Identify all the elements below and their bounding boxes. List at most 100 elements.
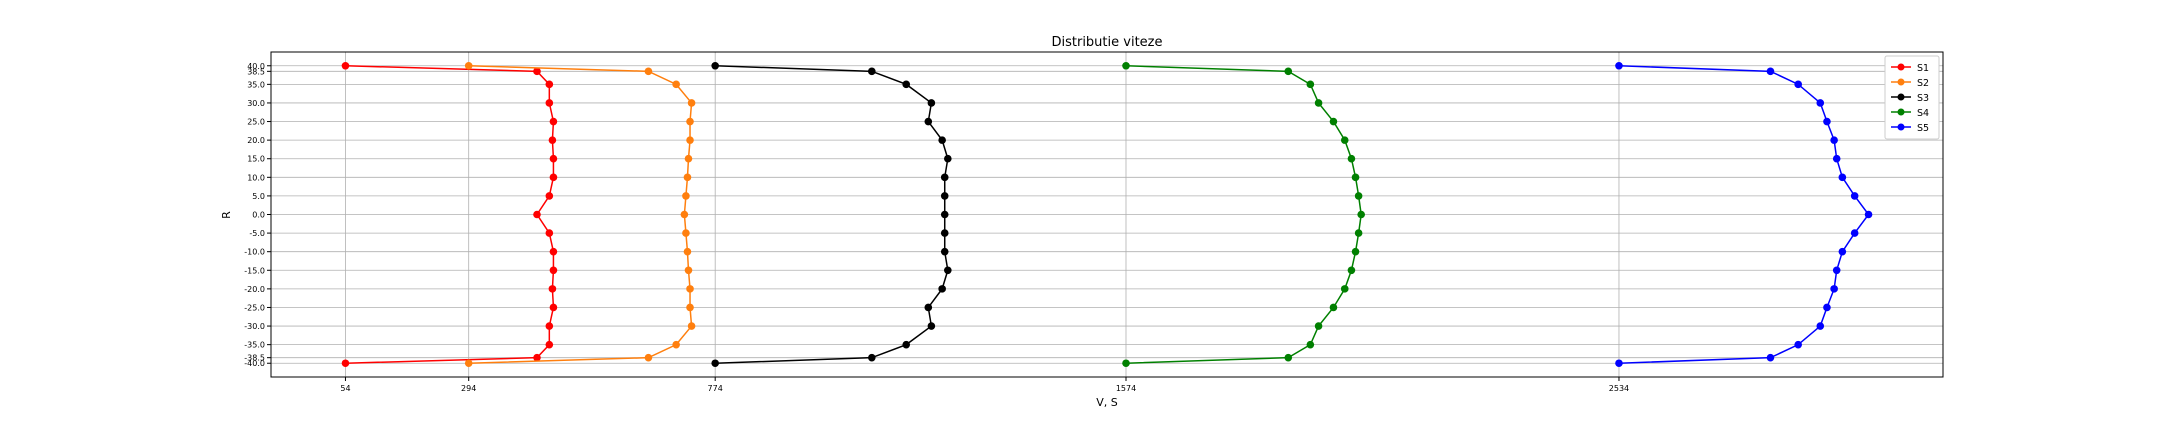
data-point [1830, 136, 1838, 144]
data-point [1329, 117, 1338, 126]
legend: S1 S2 S3 S4 S5 [1884, 55, 1940, 140]
data-point [940, 173, 949, 182]
data-point [1340, 285, 1349, 293]
data-point [1823, 117, 1831, 126]
data-point [1615, 61, 1623, 70]
legend-label: S2 [1917, 78, 1929, 89]
data-point [711, 61, 719, 70]
y-tick-label: 20.0 [247, 136, 265, 145]
y-tick-label: 10.0 [247, 173, 265, 182]
y-tick-label: -5.0 [249, 229, 265, 238]
data-point [868, 353, 876, 362]
data-point [686, 285, 694, 293]
x-tick-label: 2534 [1609, 384, 1629, 393]
data-point [545, 322, 554, 330]
data-point [1816, 99, 1825, 107]
data-point [1329, 303, 1338, 312]
x-tick-label: 294 [461, 384, 476, 393]
data-point [1794, 80, 1802, 89]
data-point [1351, 247, 1360, 256]
data-point [1838, 173, 1847, 182]
x-tick-label: 1574 [1116, 384, 1136, 393]
data-point [924, 303, 933, 312]
data-point [680, 210, 689, 219]
y-tick-label: -20.0 [244, 285, 265, 294]
legend-marker [1897, 108, 1905, 116]
data-point [1830, 285, 1838, 293]
data-point [1306, 340, 1315, 349]
data-point [940, 229, 949, 237]
data-point [1347, 154, 1356, 163]
data-point [711, 359, 719, 368]
data-point [683, 247, 692, 256]
y-tick-label: -25.0 [244, 303, 265, 312]
y-tick-label: -30.0 [244, 322, 265, 331]
y-tick-label: 35.0 [247, 80, 265, 89]
data-point [545, 192, 554, 200]
y-axis-label: R [220, 211, 233, 219]
data-point [1314, 99, 1323, 107]
data-point [924, 117, 933, 126]
data-point [464, 359, 473, 368]
data-point [944, 266, 952, 275]
legend-label: S4 [1917, 108, 1929, 119]
data-point [548, 285, 557, 293]
x-axis-label: V, S [1096, 396, 1118, 409]
y-tick-label: -38.5 [244, 354, 265, 363]
data-point [1766, 67, 1775, 76]
y-tick-label: -40.0 [244, 359, 265, 368]
data-point [341, 61, 350, 70]
legend-marker [1897, 63, 1905, 71]
data-point [938, 285, 946, 293]
data-point [902, 340, 911, 349]
data-point [1347, 266, 1356, 275]
data-point [687, 99, 696, 107]
data-point [944, 154, 952, 163]
data-point [1832, 266, 1841, 275]
legend-marker [1897, 123, 1905, 131]
data-point [940, 247, 949, 256]
data-point [533, 353, 541, 362]
data-point [1838, 247, 1847, 256]
data-point [927, 99, 936, 107]
data-point [1351, 173, 1360, 182]
y-tick-label: 15.0 [247, 155, 265, 164]
y-tick-label: 40.0 [247, 62, 265, 71]
data-point [672, 340, 680, 349]
data-point [533, 210, 541, 219]
data-point [1354, 192, 1363, 200]
legend-marker [1897, 78, 1905, 86]
data-point [672, 80, 680, 89]
data-point [545, 340, 554, 349]
data-point [644, 67, 653, 76]
data-point [682, 192, 690, 200]
data-point [549, 154, 558, 163]
data-point [1314, 322, 1323, 330]
data-point [686, 117, 694, 126]
data-point [549, 117, 558, 126]
data-point [927, 322, 936, 330]
data-point [686, 136, 694, 144]
data-point [549, 266, 558, 275]
data-point [1766, 353, 1775, 362]
data-point [1832, 154, 1841, 163]
data-point [545, 80, 554, 89]
data-point [1354, 229, 1363, 237]
data-point [549, 247, 558, 256]
x-tick-label: 54 [340, 384, 350, 393]
data-point [684, 266, 693, 275]
data-point [533, 67, 541, 76]
data-point [683, 173, 692, 182]
data-point [1816, 322, 1825, 330]
y-tick-label: -15.0 [244, 266, 265, 275]
data-point [464, 61, 473, 70]
data-point [549, 303, 558, 312]
data-point [1850, 229, 1859, 237]
y-tick-label: 30.0 [247, 99, 265, 108]
data-point [545, 99, 554, 107]
data-point [548, 136, 557, 144]
data-point [1306, 80, 1315, 89]
data-point [644, 353, 653, 362]
data-point [1122, 61, 1130, 70]
